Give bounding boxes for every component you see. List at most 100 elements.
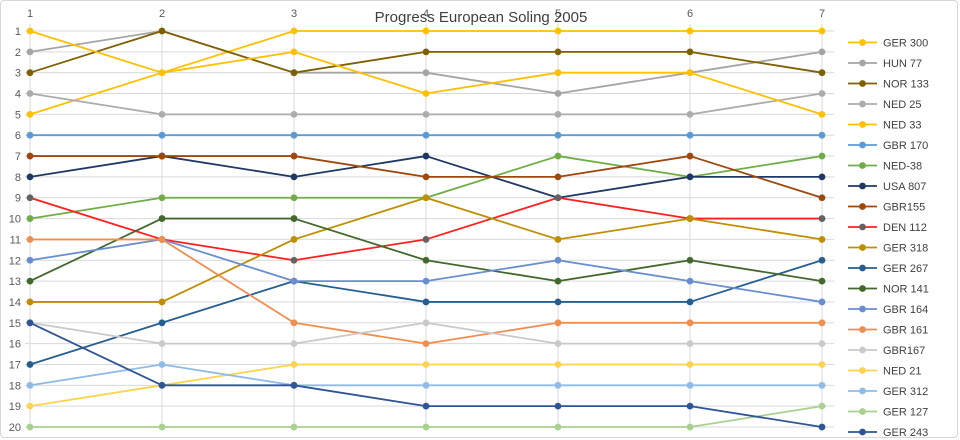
legend-item-NED-25[interactable]: NED 25 [848, 99, 922, 111]
data-point-GBR-161 [554, 319, 562, 327]
data-point-NOR-133 [686, 48, 694, 56]
legend-item-GER-312[interactable]: GER 312 [848, 386, 928, 398]
data-point-NOR-141 [818, 277, 826, 285]
data-point-GER-318 [818, 236, 826, 243]
data-point-NED-21 [26, 402, 34, 410]
data-point-NED-21 [686, 361, 694, 368]
data-point-NED-25 [158, 110, 166, 118]
data-point-GBR167 [554, 340, 562, 348]
x-tick-label: 7 [819, 8, 825, 20]
legend-item-USA-807[interactable]: USA 807 [848, 181, 926, 193]
legend-item-GER-127[interactable]: GER 127 [848, 407, 928, 419]
y-tick-label: 18 [9, 380, 21, 392]
series-NOR-141 [26, 215, 826, 285]
legend-label: GBR155 [883, 202, 925, 214]
y-tick-label: 20 [9, 422, 21, 434]
y-tick-label: 19 [9, 401, 21, 413]
data-point-GER-300 [818, 27, 826, 35]
y-tick-label: 3 [15, 68, 21, 80]
data-point-NED-33 [422, 90, 430, 97]
series-GBR-161 [26, 236, 826, 348]
data-point-NED-25 [290, 110, 298, 118]
legend-label: GER 318 [883, 243, 928, 255]
series-NOR-133 [26, 27, 826, 77]
legend-label: NOR 133 [883, 79, 929, 91]
legend-item-NED-38[interactable]: NED-38 [848, 161, 922, 173]
data-point-NOR-133 [158, 27, 166, 35]
legend-item-GER-243[interactable]: GER 243 [848, 427, 928, 437]
data-point-GER-312 [818, 381, 826, 389]
data-point-GBR-170 [26, 131, 34, 139]
series-GBR167 [26, 319, 826, 348]
legend-label: DEN 112 [883, 222, 927, 234]
data-point-NED-25 [26, 90, 34, 97]
data-point-GER-127 [554, 423, 562, 431]
legend-item-HUN-77[interactable]: HUN 77 [848, 58, 922, 70]
legend-item-GER-318[interactable]: GER 318 [848, 243, 928, 255]
legend-swatch-marker [859, 141, 866, 149]
data-point-GER-318 [686, 215, 694, 222]
legend-swatch-marker [859, 121, 866, 128]
legend-item-GER-300[interactable]: GER 300 [848, 38, 928, 50]
legend-label: HUN 77 [883, 58, 922, 70]
legend-swatch-marker [859, 367, 866, 374]
y-tick-label: 12 [9, 255, 21, 267]
legend-label: NED 25 [883, 99, 922, 111]
legend-item-GBR-161[interactable]: GBR 161 [848, 325, 928, 337]
data-point-DEN-112 [290, 256, 298, 264]
data-point-DEN-112 [422, 236, 430, 243]
legend-swatch-marker [859, 408, 866, 415]
data-point-GER-318 [26, 298, 34, 306]
data-point-GER-300 [554, 27, 562, 35]
legend-item-GBR155[interactable]: GBR155 [848, 202, 925, 214]
legend-item-GBR-164[interactable]: GBR 164 [848, 304, 928, 316]
legend-swatch-marker [859, 305, 866, 313]
legend-swatch-marker [859, 428, 866, 436]
data-point-GBR155 [26, 152, 34, 160]
legend-item-NED-33[interactable]: NED 33 [848, 120, 922, 132]
legend-label: GER 243 [883, 427, 928, 437]
data-point-NOR-133 [26, 69, 34, 77]
gridlines [25, 24, 834, 431]
legend-item-GBR-170[interactable]: GBR 170 [848, 140, 928, 152]
data-point-GBR-164 [290, 277, 298, 285]
data-point-GBR-170 [818, 131, 826, 139]
legend-swatch-marker [859, 80, 866, 87]
data-point-GBR155 [686, 152, 694, 160]
data-point-GBR-170 [290, 131, 298, 139]
data-point-GER-127 [26, 423, 34, 431]
legend-item-GBR167[interactable]: GBR167 [848, 345, 925, 357]
data-point-GER-243 [818, 423, 826, 431]
data-point-USA-807 [686, 173, 694, 181]
legend-item-NOR-133[interactable]: NOR 133 [848, 79, 929, 91]
data-point-NOR-133 [554, 48, 562, 56]
y-tick-label: 10 [9, 214, 21, 226]
data-point-NED-38 [290, 194, 298, 202]
data-point-NED-25 [554, 110, 562, 118]
y-tick-label: 14 [9, 297, 21, 309]
data-point-DEN-112 [26, 194, 34, 202]
data-point-GER-300 [290, 27, 298, 35]
legend-item-DEN-112[interactable]: DEN 112 [848, 222, 927, 234]
series-GER-127 [26, 402, 826, 431]
data-point-GER-243 [290, 381, 298, 389]
data-point-NED-33 [686, 69, 694, 77]
legend-swatch-marker [859, 162, 866, 169]
data-point-GER-312 [554, 381, 562, 389]
data-point-USA-807 [818, 173, 826, 181]
legend-item-GER-267[interactable]: GER 267 [848, 263, 928, 275]
legend-item-NED-21[interactable]: NED 21 [848, 366, 922, 378]
legend-label: GBR167 [883, 345, 925, 357]
data-point-NOR-133 [422, 48, 430, 56]
y-tick-label: 17 [9, 359, 21, 371]
data-point-NOR-141 [422, 256, 430, 264]
legend-item-NOR-141[interactable]: NOR 141 [848, 284, 929, 296]
data-point-HUN-77 [554, 90, 562, 97]
data-point-GER-127 [686, 423, 694, 431]
data-point-NED-21 [554, 361, 562, 368]
data-point-USA-807 [422, 152, 430, 160]
data-point-NOR-141 [158, 215, 166, 222]
data-point-GER-312 [686, 381, 694, 389]
data-point-GBR167 [422, 319, 430, 327]
